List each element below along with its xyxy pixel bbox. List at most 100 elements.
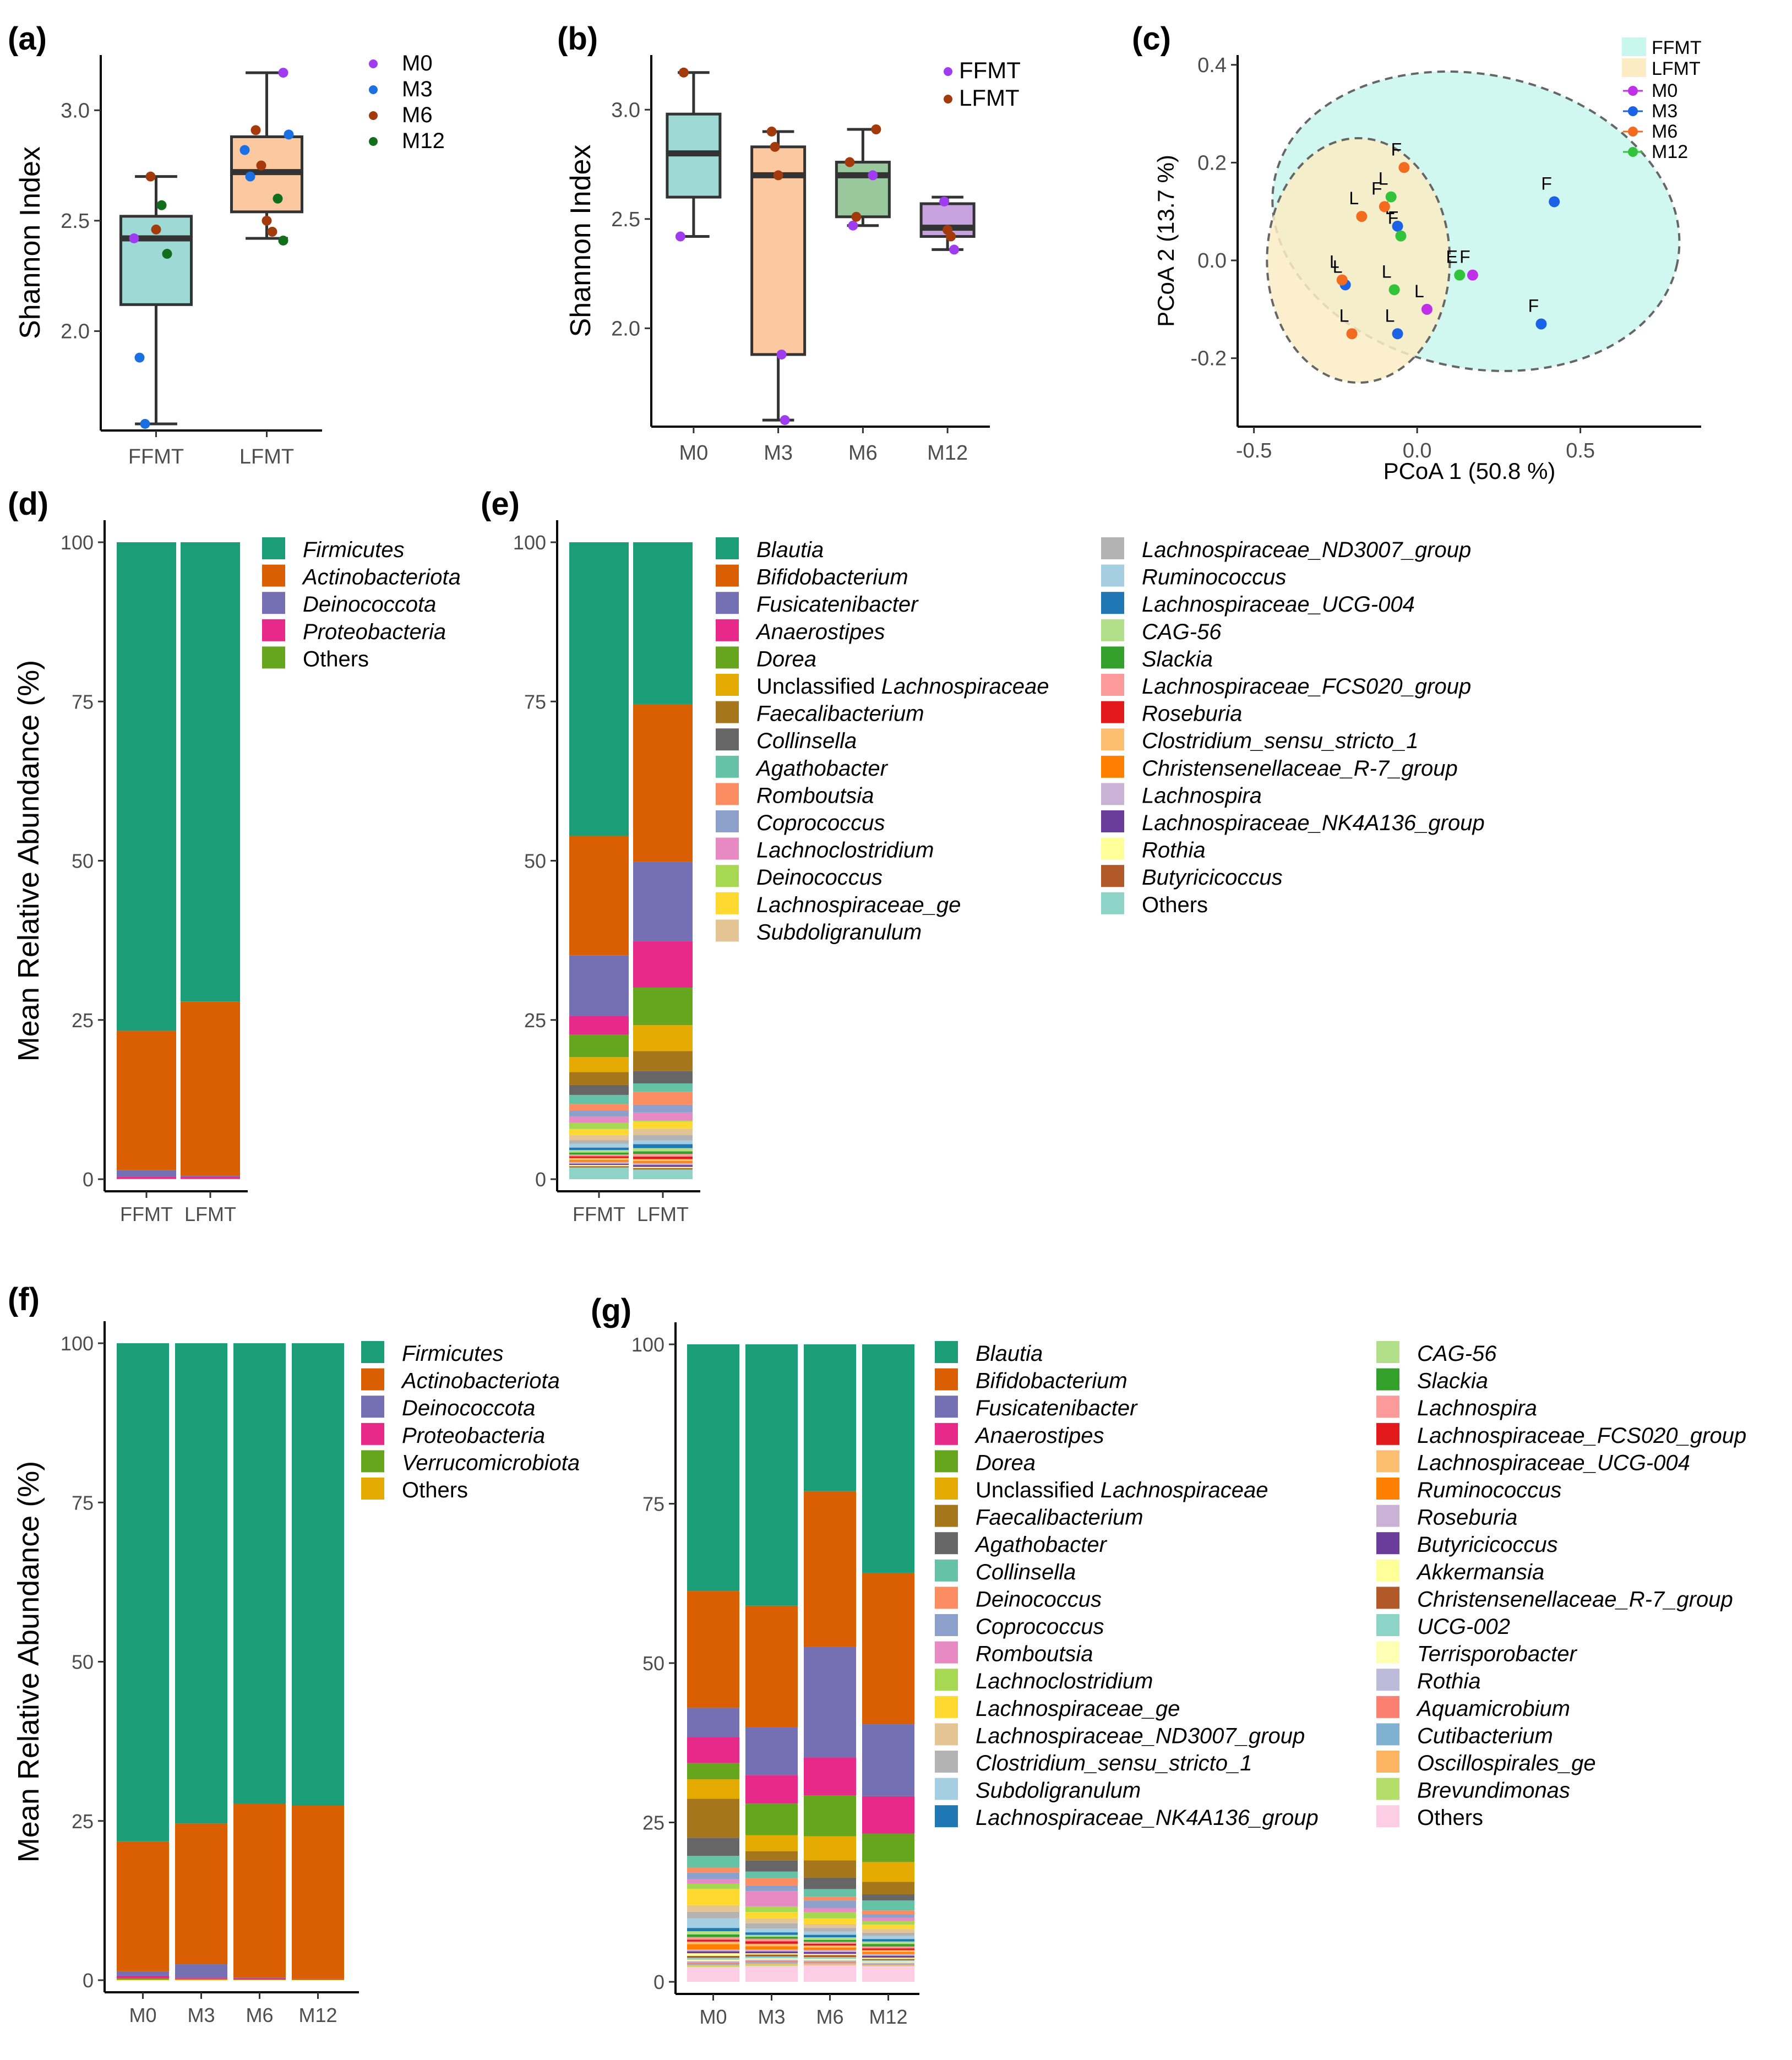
pcoa-point <box>1395 230 1407 242</box>
legend-swatch <box>716 564 739 587</box>
legend-label: CAG-56 <box>1142 620 1222 644</box>
bar-segment <box>633 1168 693 1170</box>
ellipse-LFMT <box>1266 137 1451 384</box>
legend-swatch <box>1101 564 1124 587</box>
y-tick-label: 0 <box>653 1971 664 1993</box>
y-tick-label: 2.0 <box>611 317 640 340</box>
y-tick-label: 50 <box>642 1652 664 1675</box>
legend-genus: Lachnospiraceae <box>881 674 1049 699</box>
x-tick-label: M6 <box>816 2005 843 2028</box>
legend-swatch <box>935 1778 958 1800</box>
data-point <box>851 211 862 222</box>
bar-segment <box>687 1937 739 1940</box>
bar-segment <box>117 1841 169 1971</box>
panel-label-a: (a) <box>8 21 47 57</box>
bar-segment <box>862 1936 914 1939</box>
legend-swatch <box>262 592 285 614</box>
bar-segment <box>633 1144 693 1148</box>
bar-segment <box>687 1856 739 1868</box>
bar-segment <box>687 1918 739 1928</box>
bar-segment <box>804 1950 856 1952</box>
legend-swatch <box>935 1368 958 1391</box>
legend-label: Proteobacteria <box>402 1424 545 1448</box>
y-tick-label: 2.5 <box>611 208 640 231</box>
point-label: F <box>1391 139 1402 159</box>
bar-segment <box>862 1900 914 1911</box>
bar-segment <box>633 1140 693 1145</box>
bar-segment <box>233 1343 286 1804</box>
legend-label: Bifidobacterium <box>756 565 908 590</box>
legend-dot <box>1628 147 1638 157</box>
bar-segment <box>687 1965 739 1966</box>
bar-segment <box>569 1094 629 1104</box>
bar-segment <box>862 1894 914 1901</box>
bar-segment <box>862 1950 914 1952</box>
bar-segment <box>633 704 693 862</box>
bar-segment <box>804 1900 856 1909</box>
bar-segment <box>804 1945 856 1948</box>
bar-segment <box>862 1572 914 1725</box>
bar-segment <box>233 1978 286 1980</box>
bar-segment <box>862 1941 914 1944</box>
legend-label: Fusicatenibacter <box>976 1396 1138 1420</box>
panel-label-c: (c) <box>1132 21 1171 57</box>
bar-segment <box>745 1727 798 1775</box>
legend-swatch <box>716 537 739 559</box>
data-point <box>134 352 145 363</box>
legend-swatch <box>1376 1778 1399 1800</box>
bar-segment <box>804 1942 856 1944</box>
panel-label-e: (e) <box>481 486 520 522</box>
pcoa-point <box>1398 162 1410 173</box>
legend-label: Lachnospiraceae_ge <box>976 1697 1180 1721</box>
bar-segment <box>804 1918 856 1924</box>
legend-swatch <box>361 1450 384 1473</box>
bar-segment <box>569 1156 629 1158</box>
legend-label: Dorea <box>976 1451 1036 1475</box>
bar-segment <box>233 1803 286 1978</box>
legend-label: Aquamicrobium <box>1416 1697 1570 1721</box>
bar-segment <box>569 1158 629 1160</box>
point-label: F <box>1528 296 1539 315</box>
legend-swatch <box>1101 783 1124 805</box>
bar-segment <box>804 1937 856 1940</box>
legend-label: Roseburia <box>1142 702 1242 726</box>
bar-segment <box>633 1159 693 1162</box>
bar-segment <box>745 1941 798 1944</box>
bar-segment <box>804 1912 856 1919</box>
bar-segment <box>569 1147 629 1151</box>
y-tick-label: 0.2 <box>1197 151 1227 175</box>
x-tick-label: M3 <box>187 2004 215 2026</box>
bar-segment <box>862 1921 914 1925</box>
legend-swatch <box>262 646 285 669</box>
bar-segment <box>687 1344 739 1592</box>
bar-segment <box>687 1928 739 1932</box>
bar-segment <box>175 1343 227 1824</box>
y-axis-title: Mean Relative Abundance (%) <box>12 1461 45 1862</box>
x-tick-label: FFMT <box>128 445 184 468</box>
x-tick-label: 0.5 <box>1566 439 1595 462</box>
legend-swatch <box>935 1587 958 1609</box>
bar-segment <box>633 1121 693 1129</box>
bar-segment <box>745 1951 798 1954</box>
legend-label: Actinobacteriota <box>302 565 461 590</box>
legend-label: Lachnospiraceae_NK4A136_group <box>1142 811 1485 835</box>
y-tick-label: 25 <box>72 1810 94 1833</box>
legend-label: Lachnoclostridium <box>976 1669 1153 1693</box>
bar-segment <box>745 1885 798 1892</box>
bar-segment <box>804 1491 856 1647</box>
legend-label: Others <box>1142 893 1208 917</box>
bar-segment <box>804 1939 856 1942</box>
legend-label: Blautia <box>756 538 824 562</box>
data-point <box>946 231 956 242</box>
legend-swatch <box>716 701 739 723</box>
legend-swatch <box>1376 1423 1399 1445</box>
bar-segment <box>687 1949 739 1952</box>
legend-label: Collinsella <box>756 729 857 753</box>
legend-label: Deinococcota <box>402 1396 535 1420</box>
legend-label: Lachnospiraceae_NK4A136_group <box>976 1806 1319 1830</box>
bar-segment <box>633 1151 693 1154</box>
bar-segment <box>569 1163 629 1165</box>
bar-segment <box>862 1917 914 1921</box>
legend-label: Lachnospiraceae_ND3007_group <box>1142 538 1471 562</box>
x-tick-label: M3 <box>764 442 793 465</box>
